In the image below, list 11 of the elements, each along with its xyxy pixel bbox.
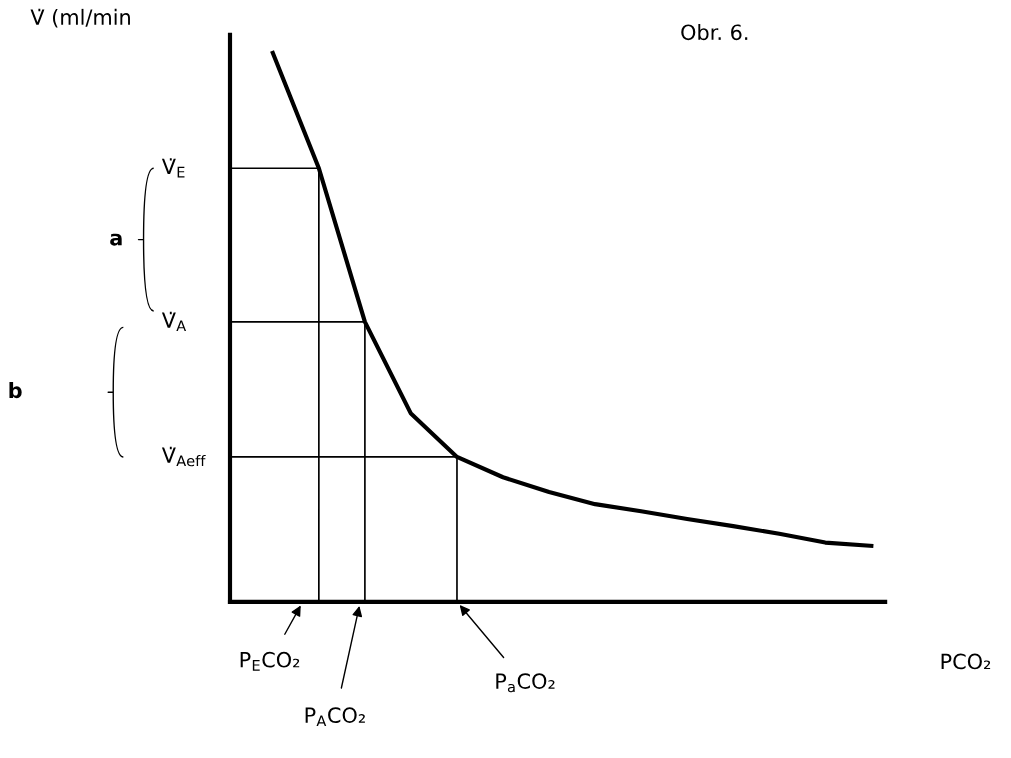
- text: P$_{A}$CO₂: [305, 707, 365, 727]
- chart-title: Obr. 6.: [681, 24, 748, 41]
- text: b: [9, 382, 22, 399]
- text: P$_{E}$CO₂: [240, 651, 300, 671]
- y-axis-title: V̇ (ml/min: [30, 8, 130, 28]
- ref-line-label: V̇$_{Aeff}$: [161, 446, 206, 467]
- x-axis-title: PCO₂: [941, 653, 991, 670]
- text: P$_{a}$CO₂: [496, 673, 555, 693]
- ref-line-label: V̇$_{A}$: [161, 311, 187, 332]
- ref-line-label: V̇$_{E}$: [161, 158, 185, 178]
- text: a: [110, 233, 122, 246]
